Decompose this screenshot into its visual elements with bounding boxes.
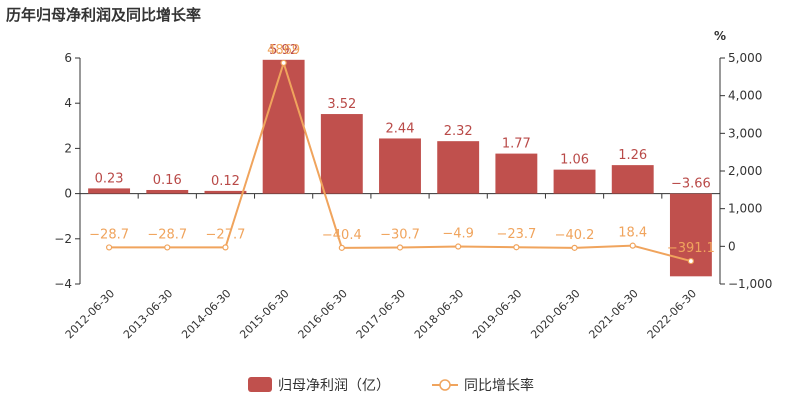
x-tick-label: 2016-06-30: [296, 287, 350, 341]
legend-bar-swatch: [248, 377, 272, 392]
bar-data-label: 5.92: [269, 43, 298, 58]
bar: [379, 138, 421, 194]
bar-data-label: 2.32: [444, 124, 473, 139]
bar-data-label: 2.44: [386, 121, 415, 136]
line-data-label: −28.7: [89, 227, 129, 242]
left-tick-label: 6: [64, 51, 72, 65]
bar: [495, 153, 538, 194]
x-tick-label: 2018-06-30: [412, 287, 466, 341]
line-data-label: −40.2: [555, 228, 595, 243]
x-tick-label: 2012-06-30: [63, 287, 117, 341]
x-tick-label: 2017-06-30: [354, 287, 408, 341]
right-tick-label: 2,000: [728, 164, 762, 178]
line-point: [571, 244, 578, 251]
legend-bar-label: 归母净利润（亿）: [278, 377, 390, 394]
bar: [262, 59, 305, 194]
bar: [146, 189, 189, 194]
left-tick-label: −2: [54, 232, 72, 246]
bar: [320, 114, 363, 194]
bar-data-label: 1.26: [618, 148, 647, 163]
line-data-label: 18.4: [618, 226, 647, 241]
x-tick-label: 2020-06-30: [528, 287, 582, 341]
x-tick-label: 2013-06-30: [121, 287, 175, 341]
bar: [437, 141, 480, 194]
bar-data-label: 0.16: [153, 173, 182, 188]
line-data-label: −28.7: [147, 227, 187, 242]
bar-data-label: 3.52: [327, 97, 356, 112]
line-point: [164, 244, 171, 251]
bar-data-label: 1.06: [560, 153, 589, 168]
chart-title: 历年归母净利润及同比增长率: [6, 6, 202, 24]
line-point: [280, 59, 287, 67]
bar-data-label: 1.77: [502, 137, 531, 152]
line-data-label: −40.4: [322, 228, 362, 243]
left-tick-label: 4: [64, 96, 72, 110]
legend-line-marker: [439, 379, 451, 391]
bar: [88, 188, 131, 194]
bar: [553, 169, 596, 194]
right-tick-label: −1,000: [728, 277, 772, 291]
line-data-label: −391.1: [667, 241, 715, 256]
line-data-label: −30.7: [380, 227, 420, 242]
line-point: [455, 243, 462, 250]
right-tick-label: 4,000: [728, 89, 762, 103]
x-tick-label: 2015-06-30: [237, 287, 291, 341]
left-tick-label: −4: [54, 277, 72, 291]
line-point: [687, 257, 695, 265]
legend-line-label: 同比增长率: [464, 377, 534, 394]
line-point: [513, 244, 520, 251]
line-point: [629, 242, 636, 249]
line-data-label: −4.9: [442, 227, 474, 242]
bar-data-label: −3.66: [671, 177, 711, 192]
line-point: [396, 244, 404, 251]
line-data-label: −23.7: [496, 227, 536, 242]
right-tick-label: 5,000: [728, 51, 762, 65]
x-tick-label: 2022-06-30: [645, 287, 699, 341]
right-tick-label: 3,000: [728, 126, 762, 140]
line-data-label: 4869: [267, 43, 300, 58]
x-tick-label: 2021-06-30: [586, 287, 640, 341]
bar: [204, 190, 247, 194]
x-tick-label: 2014-06-30: [179, 287, 233, 341]
bar-data-label: 0.23: [95, 171, 124, 186]
line-point: [222, 244, 229, 251]
line-data-label: −27.7: [206, 227, 246, 242]
line-point: [105, 244, 113, 251]
bar: [611, 165, 654, 194]
right-tick-label: 1,000: [728, 202, 762, 216]
line-point: [338, 244, 345, 251]
bar-data-label: 0.12: [211, 174, 240, 189]
left-tick-label: 0: [64, 187, 72, 201]
x-tick-label: 2019-06-30: [470, 287, 524, 341]
left-tick-label: 2: [64, 141, 72, 155]
right-axis-unit: %: [714, 29, 726, 43]
right-tick-label: 0: [728, 239, 736, 253]
